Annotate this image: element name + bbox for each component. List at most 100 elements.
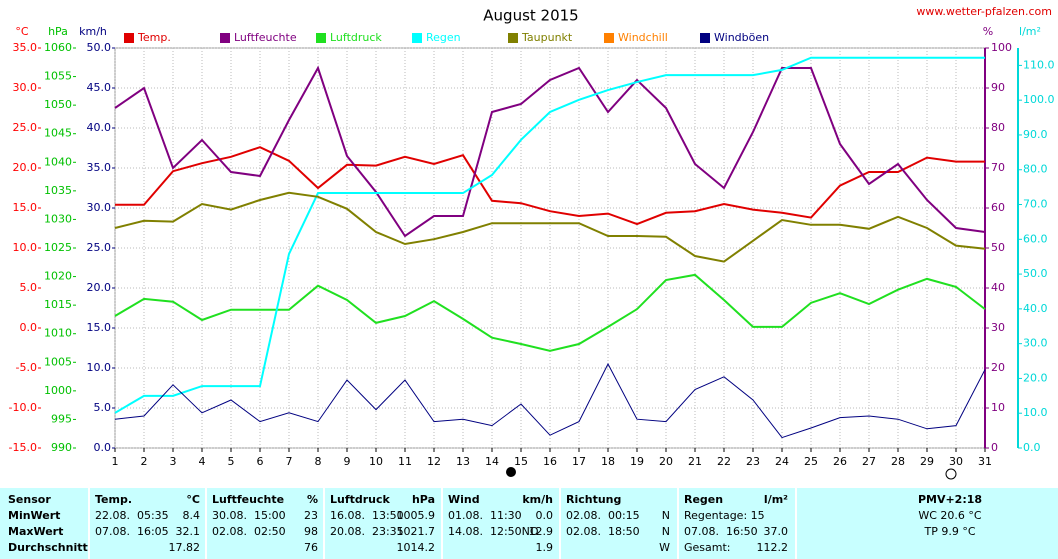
y-tick-label: 30.0 xyxy=(1023,337,1048,350)
y-tick-label: 1050 xyxy=(44,98,72,111)
legend-label: Luftdruck xyxy=(330,31,382,44)
table-cell: 02.08. 02:50 xyxy=(212,525,286,538)
table-cell: Durchschnitt xyxy=(8,541,88,554)
y-tick-label: 40.0 xyxy=(1023,302,1048,315)
table-cell: 1014.2 xyxy=(396,541,436,554)
stats-table: Sensor Temp. °C Luftfeuchte% Luftdruck hPa Win… xyxy=(0,488,1058,559)
y-tick-label: 10 xyxy=(991,401,1005,414)
y-tick-label: 30.0 xyxy=(87,201,112,214)
table-cell: 02.08. 18:50 xyxy=(566,525,640,538)
table-cell: Richtung xyxy=(566,493,622,506)
series-line xyxy=(114,191,986,263)
y-tick-label: 5.0 xyxy=(94,401,112,414)
table-cell: 1005.9 xyxy=(396,509,436,522)
legend-label: Taupunkt xyxy=(521,31,573,44)
x-tick-label: 17 xyxy=(572,455,586,468)
y-tick-label: 50.0 xyxy=(1023,267,1048,280)
y-tick-label: 110.0 xyxy=(1023,58,1055,71)
x-tick-label: 14 xyxy=(485,455,499,468)
y-tick-label: -10.0 xyxy=(9,401,37,414)
y-tick-label: 100.0 xyxy=(1023,93,1055,106)
table-cell: 01.08. 11:30 xyxy=(448,509,522,522)
column-separator xyxy=(559,488,561,559)
y-tick-label: 1040 xyxy=(44,155,72,168)
table-cell: 07.08. 16:50 xyxy=(684,525,758,538)
table-cell: Sensor xyxy=(8,493,51,506)
y-tick-label: 40.0 xyxy=(87,121,112,134)
series-line xyxy=(114,273,986,352)
x-tick-label: 9 xyxy=(344,455,351,468)
legend-swatch xyxy=(412,33,422,43)
column-separator xyxy=(323,488,325,559)
series-line xyxy=(115,146,985,226)
y-tick-label: 90 xyxy=(991,81,1005,94)
column-separator xyxy=(88,488,90,559)
y-tick-label: 80.0 xyxy=(1023,163,1048,176)
table-cell: PMV+2:18 xyxy=(917,493,983,506)
y-tick-label: 70 xyxy=(991,161,1005,174)
y-tick-label: 1005 xyxy=(44,355,72,368)
y-tick-label: 990 xyxy=(51,441,72,454)
table-cell: 22.08. 05:35 xyxy=(95,509,169,522)
column-separator xyxy=(677,488,679,559)
x-tick-label: 16 xyxy=(543,455,557,468)
table-cell: Temp. xyxy=(95,493,133,506)
y-tick-label: 40 xyxy=(991,281,1005,294)
table-cell: 8.4 xyxy=(182,509,201,522)
table-cell: 30.08. 15:00 xyxy=(212,509,286,522)
y-tick-label: 10.0 xyxy=(13,241,38,254)
table-cell: 17.82 xyxy=(168,541,201,554)
x-tick-label: 22 xyxy=(717,455,731,468)
x-tick-label: 28 xyxy=(891,455,905,468)
y-tick-label: 10.0 xyxy=(1023,406,1048,419)
y-tick-label: 25.0 xyxy=(87,241,112,254)
table-cell: WC 20.6 °C xyxy=(918,509,982,522)
x-tick-label: 7 xyxy=(286,455,293,468)
y-tick-label: 1025 xyxy=(44,241,72,254)
y-tick-label: 30 xyxy=(991,321,1005,334)
table-cell: 112.2 xyxy=(756,541,789,554)
y-tick-label: 1010 xyxy=(44,327,72,340)
x-tick-label: 5 xyxy=(228,455,235,468)
table-cell: 76 xyxy=(304,541,318,554)
axis-label: % xyxy=(983,25,993,38)
table-cell: N xyxy=(661,509,670,522)
x-tick-label: 21 xyxy=(688,455,702,468)
y-tick-label: 1055 xyxy=(44,70,72,83)
table-cell: W xyxy=(659,541,670,554)
table-cell: 20.08. 23:35 xyxy=(330,525,404,538)
legend-swatch xyxy=(316,33,326,43)
legend-swatch xyxy=(508,33,518,43)
axis-label: hPa xyxy=(48,25,68,38)
x-tick-label: 31 xyxy=(978,455,992,468)
y-tick-label: 1045 xyxy=(44,127,72,140)
y-tick-label: 60.0 xyxy=(1023,232,1048,245)
x-tick-label: 15 xyxy=(514,455,528,468)
x-tick-label: 30 xyxy=(949,455,963,468)
y-tick-label: -15.0 xyxy=(9,441,37,454)
x-tick-label: 8 xyxy=(315,455,322,468)
y-tick-label: 995 xyxy=(51,412,72,425)
column-separator xyxy=(441,488,443,559)
y-tick-label: 20 xyxy=(991,361,1005,374)
x-tick-label: 3 xyxy=(170,455,177,468)
full-moon xyxy=(506,467,516,477)
legend-swatch xyxy=(220,33,230,43)
table-cell: Gesamt: xyxy=(684,541,731,554)
table-cell: 0.0 xyxy=(535,509,554,522)
table-cell: Regentage: 15 xyxy=(684,509,765,522)
source: www.wetter-pfalzen.com xyxy=(916,5,1052,18)
table-cell: Regen xyxy=(684,493,724,506)
y-tick-label: 0.0 xyxy=(1023,441,1041,454)
x-tick-label: 1 xyxy=(112,455,119,468)
y-tick-label: 5.0 xyxy=(20,281,38,294)
table-cell: 98 xyxy=(304,525,318,538)
table-cell: 12.9 xyxy=(528,525,554,538)
x-tick-label: 13 xyxy=(456,455,470,468)
legend-label: Windchill xyxy=(618,31,668,44)
x-tick-label: 24 xyxy=(775,455,789,468)
y-tick-label: 15.0 xyxy=(13,201,38,214)
x-tick-label: 23 xyxy=(746,455,760,468)
axis-label: °C xyxy=(15,25,29,38)
